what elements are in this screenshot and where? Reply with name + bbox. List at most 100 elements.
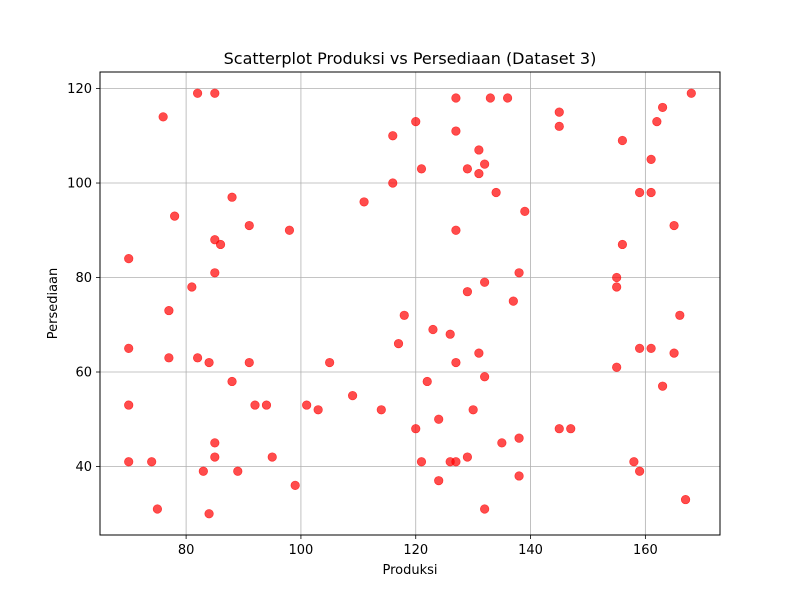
data-point — [416, 164, 427, 174]
data-point — [187, 282, 197, 292]
data-point — [233, 466, 243, 476]
data-point — [635, 466, 645, 476]
data-point — [462, 287, 473, 297]
data-point — [399, 310, 409, 320]
data-point — [480, 159, 490, 169]
data-point — [612, 272, 622, 283]
data-point — [480, 372, 490, 382]
data-point — [480, 504, 490, 514]
data-point — [462, 452, 473, 462]
data-point — [508, 296, 518, 306]
data-point — [204, 357, 214, 368]
data-point — [554, 107, 564, 117]
data-points — [124, 88, 696, 519]
data-point — [434, 414, 444, 424]
data-point — [434, 476, 444, 486]
data-point — [646, 343, 656, 353]
data-point — [124, 400, 134, 410]
data-point — [451, 93, 461, 103]
data-point — [502, 93, 513, 103]
x-tick-label: 80 — [178, 543, 195, 558]
data-point — [635, 343, 645, 353]
data-point — [152, 504, 163, 514]
data-point — [192, 353, 203, 363]
data-point — [646, 154, 656, 165]
data-point — [290, 480, 300, 490]
data-point — [554, 424, 564, 434]
data-point — [514, 433, 524, 443]
grid-lines — [100, 72, 720, 535]
data-point — [124, 457, 134, 467]
data-point — [520, 206, 530, 216]
y-axis-ticks: 40 60 80 100 120 — [67, 82, 100, 475]
data-point — [617, 239, 628, 250]
data-point — [612, 362, 622, 372]
data-point — [267, 452, 277, 462]
data-point — [617, 135, 628, 146]
data-point — [250, 400, 260, 410]
data-point — [451, 357, 461, 368]
data-point — [669, 348, 679, 358]
data-point — [474, 145, 484, 155]
data-point — [411, 424, 421, 434]
data-point — [313, 405, 323, 415]
data-point — [215, 239, 226, 250]
data-point — [170, 211, 180, 221]
y-tick-label: 40 — [75, 460, 92, 475]
data-point — [491, 187, 501, 198]
data-point — [244, 220, 254, 231]
data-point — [416, 457, 427, 467]
chart-title: Scatterplot Produksi vs Persediaan (Data… — [224, 49, 597, 68]
y-tick-label: 80 — [75, 271, 92, 286]
data-point — [474, 348, 484, 358]
x-tick-label: 120 — [403, 543, 428, 558]
data-point — [514, 268, 524, 278]
data-point — [164, 305, 174, 316]
x-tick-label: 160 — [633, 543, 658, 558]
data-point — [244, 357, 254, 368]
data-point — [210, 268, 220, 278]
y-tick-label: 120 — [67, 82, 92, 97]
plot-frame — [99, 71, 721, 536]
data-point — [669, 220, 679, 231]
data-point — [566, 424, 576, 434]
data-point — [451, 225, 461, 235]
data-point — [514, 471, 524, 481]
data-point — [147, 457, 157, 467]
data-point — [680, 494, 691, 505]
data-point — [227, 376, 237, 387]
data-point — [210, 438, 220, 448]
data-point — [376, 405, 386, 415]
data-point — [612, 282, 622, 292]
data-point — [451, 457, 461, 467]
x-tick-label: 140 — [518, 543, 543, 558]
data-point — [347, 391, 358, 401]
data-point — [686, 88, 696, 98]
data-point — [646, 187, 656, 198]
data-point — [192, 88, 203, 98]
x-tick-label: 100 — [289, 543, 314, 558]
data-point — [652, 117, 662, 127]
y-tick-label: 100 — [67, 177, 92, 192]
data-point — [629, 457, 639, 467]
data-point — [474, 168, 484, 179]
data-point — [657, 102, 668, 113]
data-point — [675, 310, 685, 320]
data-point — [388, 131, 398, 141]
data-point — [359, 197, 369, 207]
data-point — [497, 438, 507, 448]
data-point — [445, 329, 455, 339]
data-point — [635, 187, 645, 198]
data-point — [124, 254, 134, 264]
data-point — [422, 376, 432, 387]
data-point — [657, 381, 668, 391]
data-point — [325, 357, 335, 368]
data-point — [411, 117, 421, 127]
data-point — [164, 353, 174, 363]
data-point — [204, 509, 214, 519]
data-point — [480, 277, 490, 287]
data-point — [393, 339, 404, 349]
